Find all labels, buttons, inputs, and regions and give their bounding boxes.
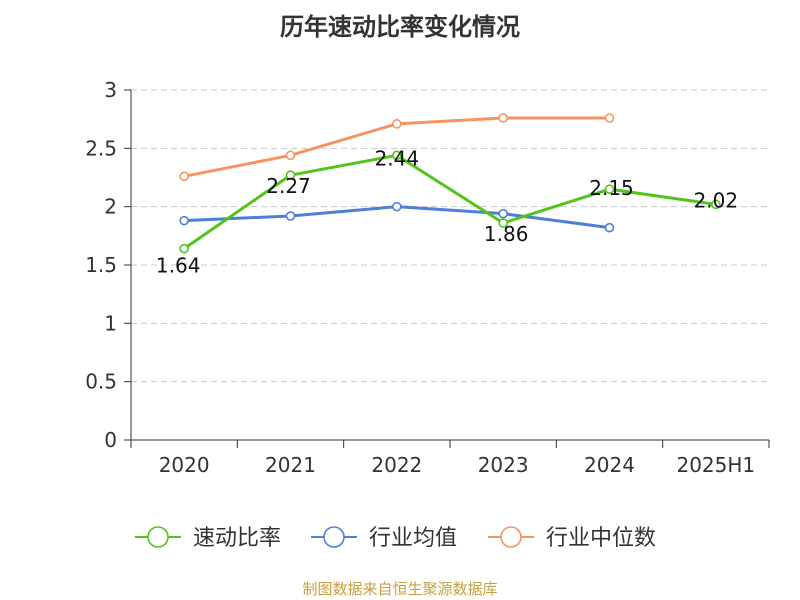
x-tick-label: 2021 bbox=[265, 453, 316, 477]
data-point bbox=[179, 215, 189, 226]
data-label: 1.86 bbox=[484, 222, 529, 246]
data-point bbox=[285, 170, 296, 180]
data-point bbox=[711, 199, 721, 210]
data-label: 1.64 bbox=[156, 254, 201, 278]
y-tick-label: 1.5 bbox=[85, 253, 117, 277]
data-point bbox=[498, 218, 508, 228]
data-point bbox=[604, 222, 615, 233]
data-point bbox=[392, 201, 402, 212]
data-label: 2.27 bbox=[266, 174, 311, 198]
data-point bbox=[285, 211, 296, 221]
x-tick-label: 2024 bbox=[584, 453, 635, 477]
chart-title: 历年速动比率变化情况 bbox=[280, 13, 520, 41]
data-source-note: 制图数据来自恒生聚源数据库 bbox=[302, 580, 498, 598]
data-point bbox=[498, 208, 508, 219]
series-lines bbox=[179, 113, 721, 254]
data-point bbox=[179, 243, 189, 254]
x-tick-label: 2023 bbox=[478, 453, 529, 477]
data-labels: 1.64 2.27 2.44 1.86 2.15 2.02 bbox=[156, 146, 738, 277]
data-point bbox=[285, 150, 296, 161]
y-tick-label: 2.5 bbox=[85, 136, 117, 160]
data-label: 2.44 bbox=[375, 146, 420, 170]
data-label: 2.15 bbox=[589, 176, 634, 200]
y-tick-label: 0.5 bbox=[85, 370, 117, 394]
data-point bbox=[604, 113, 615, 123]
legend-marker bbox=[500, 526, 522, 548]
legend-marker bbox=[147, 526, 169, 548]
y-tick-label: 3 bbox=[104, 78, 117, 102]
series-line bbox=[183, 153, 717, 250]
legend-label: 速动比率 bbox=[193, 526, 281, 551]
data-point bbox=[498, 113, 508, 123]
x-tick-label: 2025H1 bbox=[676, 453, 755, 477]
legend-marker bbox=[323, 526, 345, 548]
data-point bbox=[392, 150, 402, 161]
axes: 0 0.5 1 1.5 2 2.5 3 2020 2021 2022 2023 2024 2025H1 bbox=[85, 78, 770, 477]
data-label: 2.02 bbox=[694, 188, 739, 212]
legend-label: 行业中位数 bbox=[546, 526, 656, 551]
x-tick-label: 2022 bbox=[371, 453, 422, 477]
y-tick-label: 0 bbox=[104, 428, 117, 452]
data-point bbox=[179, 171, 189, 182]
data-point bbox=[604, 184, 615, 194]
y-tick-label: 2 bbox=[104, 195, 117, 219]
x-tick-label: 2020 bbox=[159, 453, 210, 477]
gridlines bbox=[131, 89, 769, 383]
legend: 速动比率 行业均值 行业中位数 bbox=[135, 526, 656, 551]
y-tick-label: 1 bbox=[104, 311, 117, 335]
legend-label: 行业均值 bbox=[369, 526, 457, 551]
data-point bbox=[392, 119, 402, 129]
